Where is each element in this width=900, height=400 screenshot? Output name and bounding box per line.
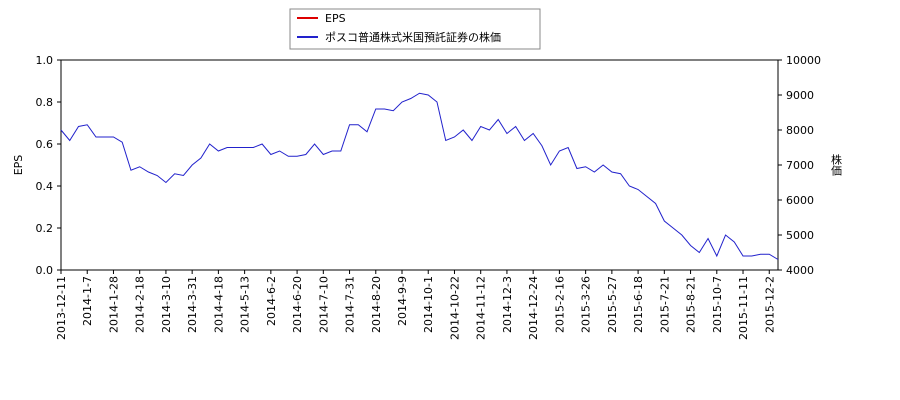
x-tick-label: 2014-12-3 (501, 276, 514, 333)
x-tick-label: 2014-9-9 (396, 276, 409, 326)
x-tick-label: 2015-10-7 (711, 276, 724, 333)
x-tick-label: 2015-7-21 (658, 276, 671, 333)
x-tick-label: 2014-7-31 (344, 276, 357, 333)
y-axis-label: EPS (12, 155, 25, 176)
x-tick-label: 2014-1-7 (81, 276, 94, 326)
plot-frame (60, 59, 779, 271)
y2-tick-label: 10000 (786, 54, 821, 67)
y-tick-label: 0.4 (36, 180, 54, 193)
y-tick-label: 0.2 (36, 222, 54, 235)
series-line (60, 92, 779, 260)
y2-tick-label: 8000 (786, 124, 814, 137)
x-tick-label: 2015-12-2 (763, 276, 776, 333)
y-tick-label: 0.6 (36, 138, 54, 151)
x-tick-label: 2014-4-18 (212, 276, 225, 333)
x-tick-label: 2015-8-21 (685, 276, 698, 333)
x-tick-label: 2014-6-20 (291, 276, 304, 333)
x-tick-label: 2014-10-22 (448, 276, 461, 340)
x-tick-label: 2014-10-1 (422, 276, 435, 333)
y-tick-label: 0.0 (36, 264, 54, 277)
y2-tick-label: 4000 (786, 264, 814, 277)
x-tick-label: 2014-6-2 (265, 276, 278, 326)
x-tick-label: 2015-3-26 (580, 276, 593, 333)
x-tick-label: 2014-8-20 (370, 276, 383, 333)
x-tick-label: 2014-1-28 (107, 276, 120, 333)
x-tick-label: 2013-12-11 (55, 276, 68, 340)
legend-label: ポスコ普通株式米国預託証券の株価 (325, 30, 501, 44)
x-tick-label: 2014-2-18 (134, 276, 147, 333)
x-tick-label: 2015-11-11 (737, 276, 750, 340)
x-tick-label: 2014-5-13 (239, 276, 252, 333)
x-tick-label: 2014-3-10 (160, 276, 173, 333)
x-tick-label: 2015-6-18 (632, 276, 645, 333)
legend-label: EPS (325, 12, 346, 25)
x-tick-label: 2015-5-27 (606, 276, 619, 333)
x-tick-label: 2014-3-31 (186, 276, 199, 333)
legend-box (289, 8, 541, 50)
x-tick-label: 2015-2-16 (553, 276, 566, 333)
x-tick-label: 2014-12-24 (527, 276, 540, 340)
y2-tick-label: 5000 (786, 229, 814, 242)
y-tick-label: 1.0 (36, 54, 54, 67)
y2-tick-label: 7000 (786, 159, 814, 172)
y2-tick-label: 9000 (786, 89, 814, 102)
x-tick-label: 2014-11-12 (475, 276, 488, 340)
y-tick-label: 0.8 (36, 96, 54, 109)
x-tick-label: 2014-7-10 (317, 276, 330, 333)
y2-tick-label: 6000 (786, 194, 814, 207)
y2-axis-label: 株価 (830, 153, 843, 176)
